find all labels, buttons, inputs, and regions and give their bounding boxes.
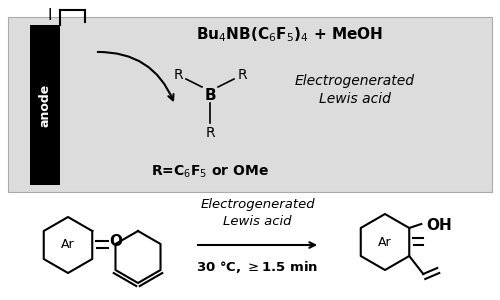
Text: O: O [110,233,122,248]
Bar [30,25,60,185]
Text: I: I [48,8,52,23]
Text: 30 °C, $\geq$1.5 min: 30 °C, $\geq$1.5 min [196,259,318,275]
Text: B: B [204,88,216,103]
Text: anode: anode [38,83,52,127]
Text: Electrogenerated
Lewis acid: Electrogenerated Lewis acid [200,198,315,228]
Text: R=C$_6$F$_5$ or OMe: R=C$_6$F$_5$ or OMe [151,164,269,180]
Bar [8,17,492,192]
Text: Bu$_4$NB(C$_6$F$_5$)$_4$ + MeOH: Bu$_4$NB(C$_6$F$_5$)$_4$ + MeOH [196,26,384,44]
Text: R: R [205,126,215,140]
Text: Ar: Ar [61,238,75,251]
Text: R: R [173,68,183,82]
Text: Electrogenerated
Lewis acid: Electrogenerated Lewis acid [295,74,415,106]
Text: Ar: Ar [378,236,392,248]
Text: R: R [237,68,247,82]
Text: OH: OH [426,218,452,233]
